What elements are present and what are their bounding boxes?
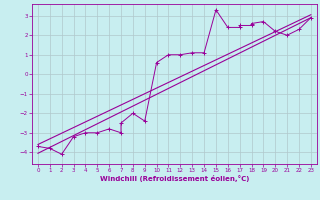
X-axis label: Windchill (Refroidissement éolien,°C): Windchill (Refroidissement éolien,°C) bbox=[100, 175, 249, 182]
